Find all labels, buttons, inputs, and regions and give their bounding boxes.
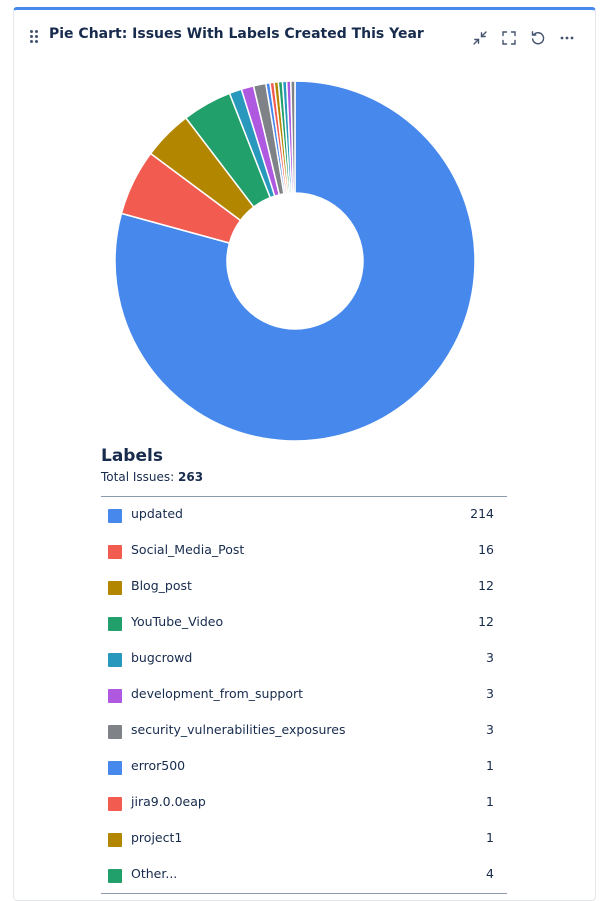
legend-swatch (108, 833, 122, 847)
legend-row[interactable]: development_from_support 3 (101, 677, 507, 713)
legend-value: 3 (486, 686, 494, 701)
legend-value: 4 (486, 866, 494, 881)
collapse-icon (473, 31, 487, 45)
legend-title: Labels (101, 446, 163, 466)
legend-swatch (108, 653, 122, 667)
legend-label: project1 (131, 830, 183, 845)
refresh-button[interactable] (527, 27, 549, 49)
legend-label: Other... (131, 866, 178, 881)
legend-value: 1 (486, 758, 494, 773)
more-icon (560, 36, 574, 40)
legend-row[interactable]: YouTube_Video 12 (101, 605, 507, 641)
legend-label: development_from_support (131, 686, 304, 701)
gadget-card: Pie Chart: Issues With Labels Created Th… (13, 7, 596, 901)
legend-swatch (108, 581, 122, 595)
legend-label: security_vulnerabilities_exposures (131, 722, 346, 737)
minimize-button[interactable] (469, 27, 491, 49)
legend-swatch (108, 761, 122, 775)
legend-row[interactable]: Other... 4 (101, 857, 507, 893)
legend-value: 214 (470, 506, 494, 521)
legend-label: jira9.0.0eap (131, 794, 206, 809)
legend-row[interactable]: security_vulnerabilities_exposures 3 (101, 713, 507, 749)
legend-label: YouTube_Video (131, 614, 224, 629)
legend-value: 16 (478, 542, 494, 557)
legend-value: 12 (478, 578, 494, 593)
pie-slice[interactable] (114, 80, 476, 442)
total-issues: Total Issues: 263 (101, 470, 203, 484)
legend-row[interactable]: error500 1 (101, 749, 507, 785)
legend-swatch (108, 725, 122, 739)
legend-label: Social_Media_Post (131, 542, 245, 557)
legend-value: 1 (486, 794, 494, 809)
legend-swatch (108, 689, 122, 703)
legend-swatch (108, 509, 122, 523)
legend-swatch (108, 869, 122, 883)
pie-chart (114, 80, 476, 442)
legend-row[interactable]: project1 1 (101, 821, 507, 857)
legend-value: 3 (486, 650, 494, 665)
legend-label: error500 (131, 758, 186, 773)
legend-row[interactable]: jira9.0.0eap 1 (101, 785, 507, 821)
drag-handle-icon[interactable] (30, 30, 40, 44)
total-issues-value: 263 (178, 470, 204, 484)
total-issues-label: Total Issues: (101, 470, 175, 484)
legend-value: 1 (486, 830, 494, 845)
legend-swatch (108, 545, 122, 559)
legend-swatch (108, 797, 122, 811)
legend-row[interactable]: updated 214 (101, 497, 507, 533)
legend-row[interactable]: bugcrowd 3 (101, 641, 507, 677)
legend-table: updated 214 Social_Media_Post 16 Blog_post 12… (101, 496, 507, 894)
legend-row[interactable]: Blog_post 12 (101, 569, 507, 605)
gadget-title: Pie Chart: Issues With Labels Created Th… (49, 26, 424, 42)
legend-label: Blog_post (131, 578, 192, 593)
fullscreen-icon (502, 31, 516, 45)
legend-label: updated (131, 506, 183, 521)
fullscreen-button[interactable] (498, 27, 520, 49)
legend-label: bugcrowd (131, 650, 193, 665)
refresh-icon (531, 31, 545, 45)
legend-value: 12 (478, 614, 494, 629)
legend-row[interactable]: Social_Media_Post 16 (101, 533, 507, 569)
gadget-header: Pie Chart: Issues With Labels Created Th… (14, 10, 595, 58)
legend-value: 3 (486, 722, 494, 737)
pie-slice[interactable] (290, 80, 296, 194)
legend-swatch (108, 617, 122, 631)
more-actions-button[interactable] (556, 27, 578, 49)
donut-chart-svg (114, 80, 476, 442)
